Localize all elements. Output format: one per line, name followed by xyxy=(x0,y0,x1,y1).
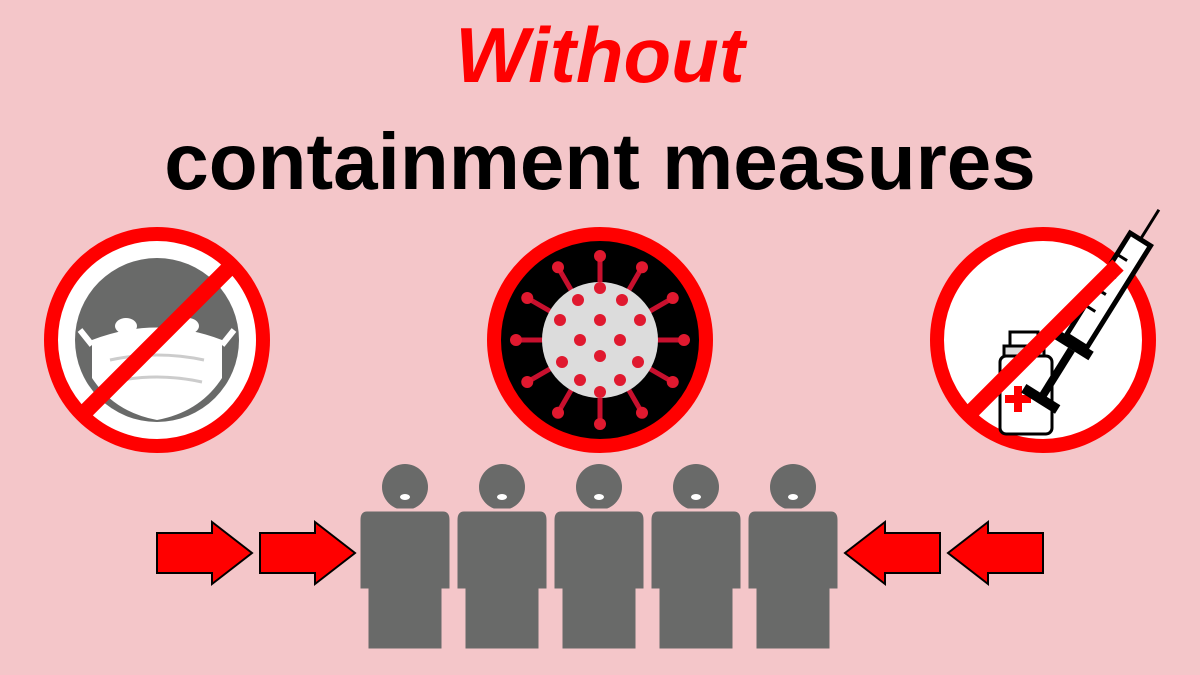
person-figure xyxy=(357,464,453,652)
people-group-icon xyxy=(357,464,841,652)
arrow-left-icon xyxy=(946,519,1044,587)
virus-dot xyxy=(614,334,626,346)
person-figure xyxy=(745,464,841,652)
virus-dot xyxy=(572,294,584,306)
virus-dot xyxy=(614,374,626,386)
arrow-right-icon xyxy=(156,519,254,587)
person-figure xyxy=(648,464,744,652)
virus-spike-tip xyxy=(678,334,690,346)
face-mask xyxy=(92,327,222,420)
virus-body xyxy=(542,282,658,398)
virus-dot xyxy=(556,356,568,368)
virus-spike-tip xyxy=(510,334,522,346)
virus-dot xyxy=(594,386,606,398)
person-figure xyxy=(551,464,647,652)
mask-prohibit-slash xyxy=(76,259,238,421)
vaccine-prohibit-slash xyxy=(962,259,1124,421)
virus-spike-tip xyxy=(666,376,679,388)
virus-spike-tip xyxy=(521,376,534,388)
left-arrows xyxy=(156,519,357,587)
no-mask-icon xyxy=(44,227,270,453)
no-vaccine-icon xyxy=(930,208,1161,453)
virus-spike-tip xyxy=(666,292,679,304)
arrow-right-icon xyxy=(259,519,357,587)
virus-spike-tip xyxy=(636,406,648,419)
title-without: Without xyxy=(455,11,745,99)
virus-dot xyxy=(594,314,606,326)
virus-dot xyxy=(632,356,644,368)
virus-dot xyxy=(594,350,606,362)
virus-dot xyxy=(616,294,628,306)
virus-spike-tip xyxy=(552,261,564,274)
virus-spike-tip xyxy=(594,418,606,430)
title-containment-measures: containment measures xyxy=(164,117,1036,206)
virus-dot xyxy=(554,314,566,326)
person-figure xyxy=(454,464,550,652)
right-arrows xyxy=(843,519,1044,587)
virus-icon xyxy=(487,227,713,453)
virus-dot xyxy=(574,374,586,386)
arrow-left-icon xyxy=(843,519,941,587)
virus-dot xyxy=(574,334,586,346)
virus-dot xyxy=(634,314,646,326)
virus-spike-tip xyxy=(636,261,648,274)
virus-spike-tip xyxy=(521,292,534,304)
mask-straps xyxy=(77,328,237,347)
virus-spike-tip xyxy=(552,406,564,419)
virus-dot xyxy=(594,282,606,294)
virus-spike-tip xyxy=(594,250,606,262)
